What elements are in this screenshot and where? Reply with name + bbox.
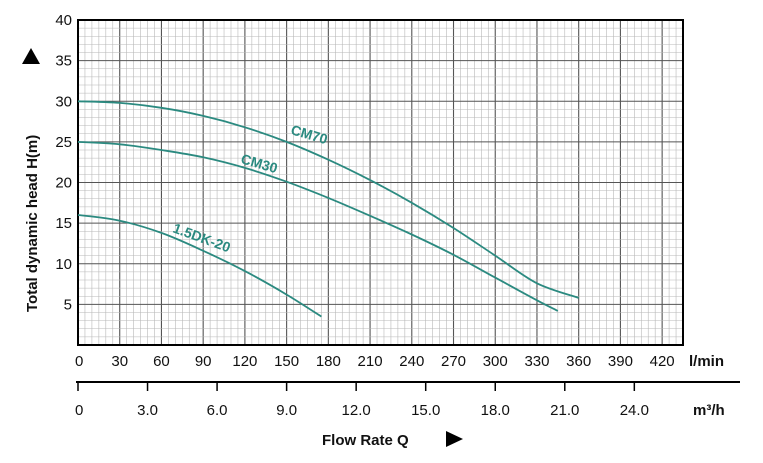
x-unit-primary: l/min	[689, 353, 724, 370]
x-axis-secondary-ticks: 0 3.0 6.0 9.0 12.0 15.0 18.0 21.0 24.0	[75, 382, 649, 419]
x-tick-label-primary: 180	[316, 353, 341, 370]
x-axis-label: Flow Rate Q	[322, 432, 409, 449]
x-tick-label-secondary: 6.0	[207, 402, 228, 419]
x-tick-label-primary: 330	[524, 353, 549, 370]
x-tick-label-secondary: 12.0	[342, 402, 371, 419]
y-tick-label: 30	[55, 93, 72, 110]
x-tick-label-primary: 390	[608, 353, 633, 370]
series-line-cm70	[77, 100, 580, 299]
x-tick-label-primary: 240	[399, 353, 424, 370]
y-tick-label: 10	[55, 256, 72, 273]
y-tick-label: 25	[55, 134, 72, 151]
series-line-cm30	[77, 141, 559, 312]
x-tick-label-primary: 360	[566, 353, 591, 370]
x-tick-label-secondary: 21.0	[550, 402, 579, 419]
y-tick-label: 35	[55, 53, 72, 70]
x-tick-label-secondary: 9.0	[276, 402, 297, 419]
y-axis-label: Total dynamic head H(m)	[24, 135, 41, 312]
x-tick-label-secondary: 0	[75, 402, 83, 419]
x-unit-secondary: m³/h	[693, 402, 725, 419]
x-tick-label-secondary: 15.0	[411, 402, 440, 419]
x-tick-label-primary: 300	[483, 353, 508, 370]
grid	[77, 19, 684, 346]
y-tick-label: 20	[55, 175, 72, 192]
x-tick-label-primary: 90	[195, 353, 212, 370]
y-axis-arrow-icon	[22, 48, 40, 64]
plot-border	[77, 19, 684, 346]
y-tick-label: 15	[55, 215, 72, 232]
x-tick-label-primary: 120	[232, 353, 257, 370]
x-tick-label-primary: 30	[111, 353, 128, 370]
x-tick-label-secondary: 24.0	[620, 402, 649, 419]
x-axis-arrow-icon	[446, 431, 463, 447]
x-tick-label-primary: 420	[650, 353, 675, 370]
x-tick-label-primary: 0	[75, 353, 83, 370]
y-tick-label: 40	[55, 12, 72, 29]
x-tick-label-primary: 270	[441, 353, 466, 370]
x-tick-label-secondary: 3.0	[137, 402, 158, 419]
x-axis-primary-ticks: 0 30 60 90 120 150 180 210 240 270 300 330 360 390 420	[75, 353, 675, 370]
series-line-1-5dk-20	[77, 214, 322, 318]
plot-frame	[77, 19, 684, 346]
x-tick-label-primary: 150	[274, 353, 299, 370]
x-tick-label-secondary: 18.0	[481, 402, 510, 419]
y-tick-label: 5	[64, 296, 72, 313]
x-tick-label-primary: 60	[153, 353, 170, 370]
x-tick-label-primary: 210	[358, 353, 383, 370]
y-axis-ticks: 5 10 15 20 25 30 35 40	[55, 12, 72, 313]
